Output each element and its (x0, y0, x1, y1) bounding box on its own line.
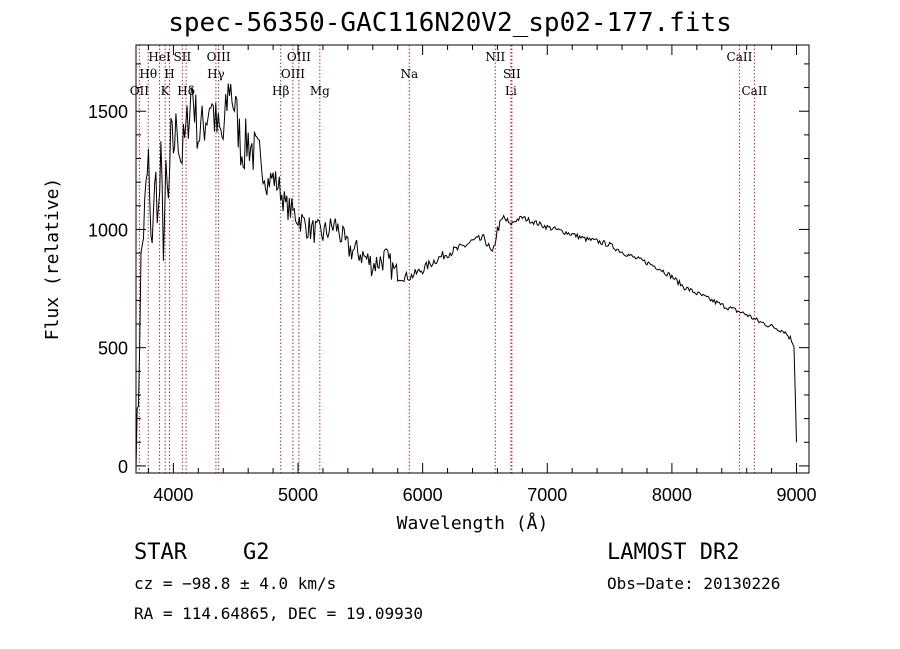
obs-date-text: Obs−Date: 20130226 (607, 574, 781, 593)
spectral-line-label: SII (503, 67, 521, 81)
spectral-line-label: K (161, 84, 171, 98)
spectral-line-label: OII (130, 84, 150, 98)
spectral-line-label: Hβ (272, 84, 289, 98)
spectral-line-label: Na (400, 67, 418, 81)
y-tick-label: 1500 (88, 102, 128, 122)
object-subclass: G2 (243, 540, 270, 565)
y-tick-label: 0 (118, 457, 128, 477)
spectral-line-label: Mg (310, 84, 330, 98)
survey-label: LAMOST DR2 (607, 540, 740, 565)
redshift-text: cz = −98.8 ± 4.0 km/s (134, 574, 337, 593)
spectral-line-label: Hθ (139, 67, 157, 81)
spectral-line-label: Li (505, 84, 517, 98)
y-tick-label: 500 (98, 339, 128, 359)
coords-text: RA = 114.64865, DEC = 19.09930 (134, 604, 423, 623)
x-axis-label: Wavelength (Å) (397, 512, 549, 534)
spectrum-line (135, 83, 797, 471)
spectral-line-label: NII (485, 50, 505, 64)
y-tick-label: 1000 (88, 220, 128, 240)
object-class: STAR (134, 540, 187, 565)
spectral-line-label: OIII (287, 50, 311, 64)
spectral-line-label: OIII (207, 50, 231, 64)
spectral-line-label: HeI (148, 50, 171, 64)
spectral-line-label: OIII (281, 67, 305, 81)
x-tick-label: 6000 (403, 485, 443, 505)
x-tick-label: 8000 (652, 485, 692, 505)
x-tick-label: 4000 (153, 485, 193, 505)
x-tick-label: 7000 (527, 485, 567, 505)
spectral-line-label: CaII (741, 84, 767, 98)
chart-title: spec-56350-GAC116N20V2_sp02-177.fits (168, 8, 732, 38)
spectral-line-label: H (164, 67, 174, 81)
x-tick-label: 9000 (777, 485, 817, 505)
spectral-line-label: SII (174, 50, 192, 64)
spectral-line-label: CaII (727, 50, 753, 64)
x-tick-label: 5000 (278, 485, 318, 505)
spectral-line-label: Hγ (207, 67, 225, 81)
y-axis-label: Flux (relative) (42, 178, 63, 341)
